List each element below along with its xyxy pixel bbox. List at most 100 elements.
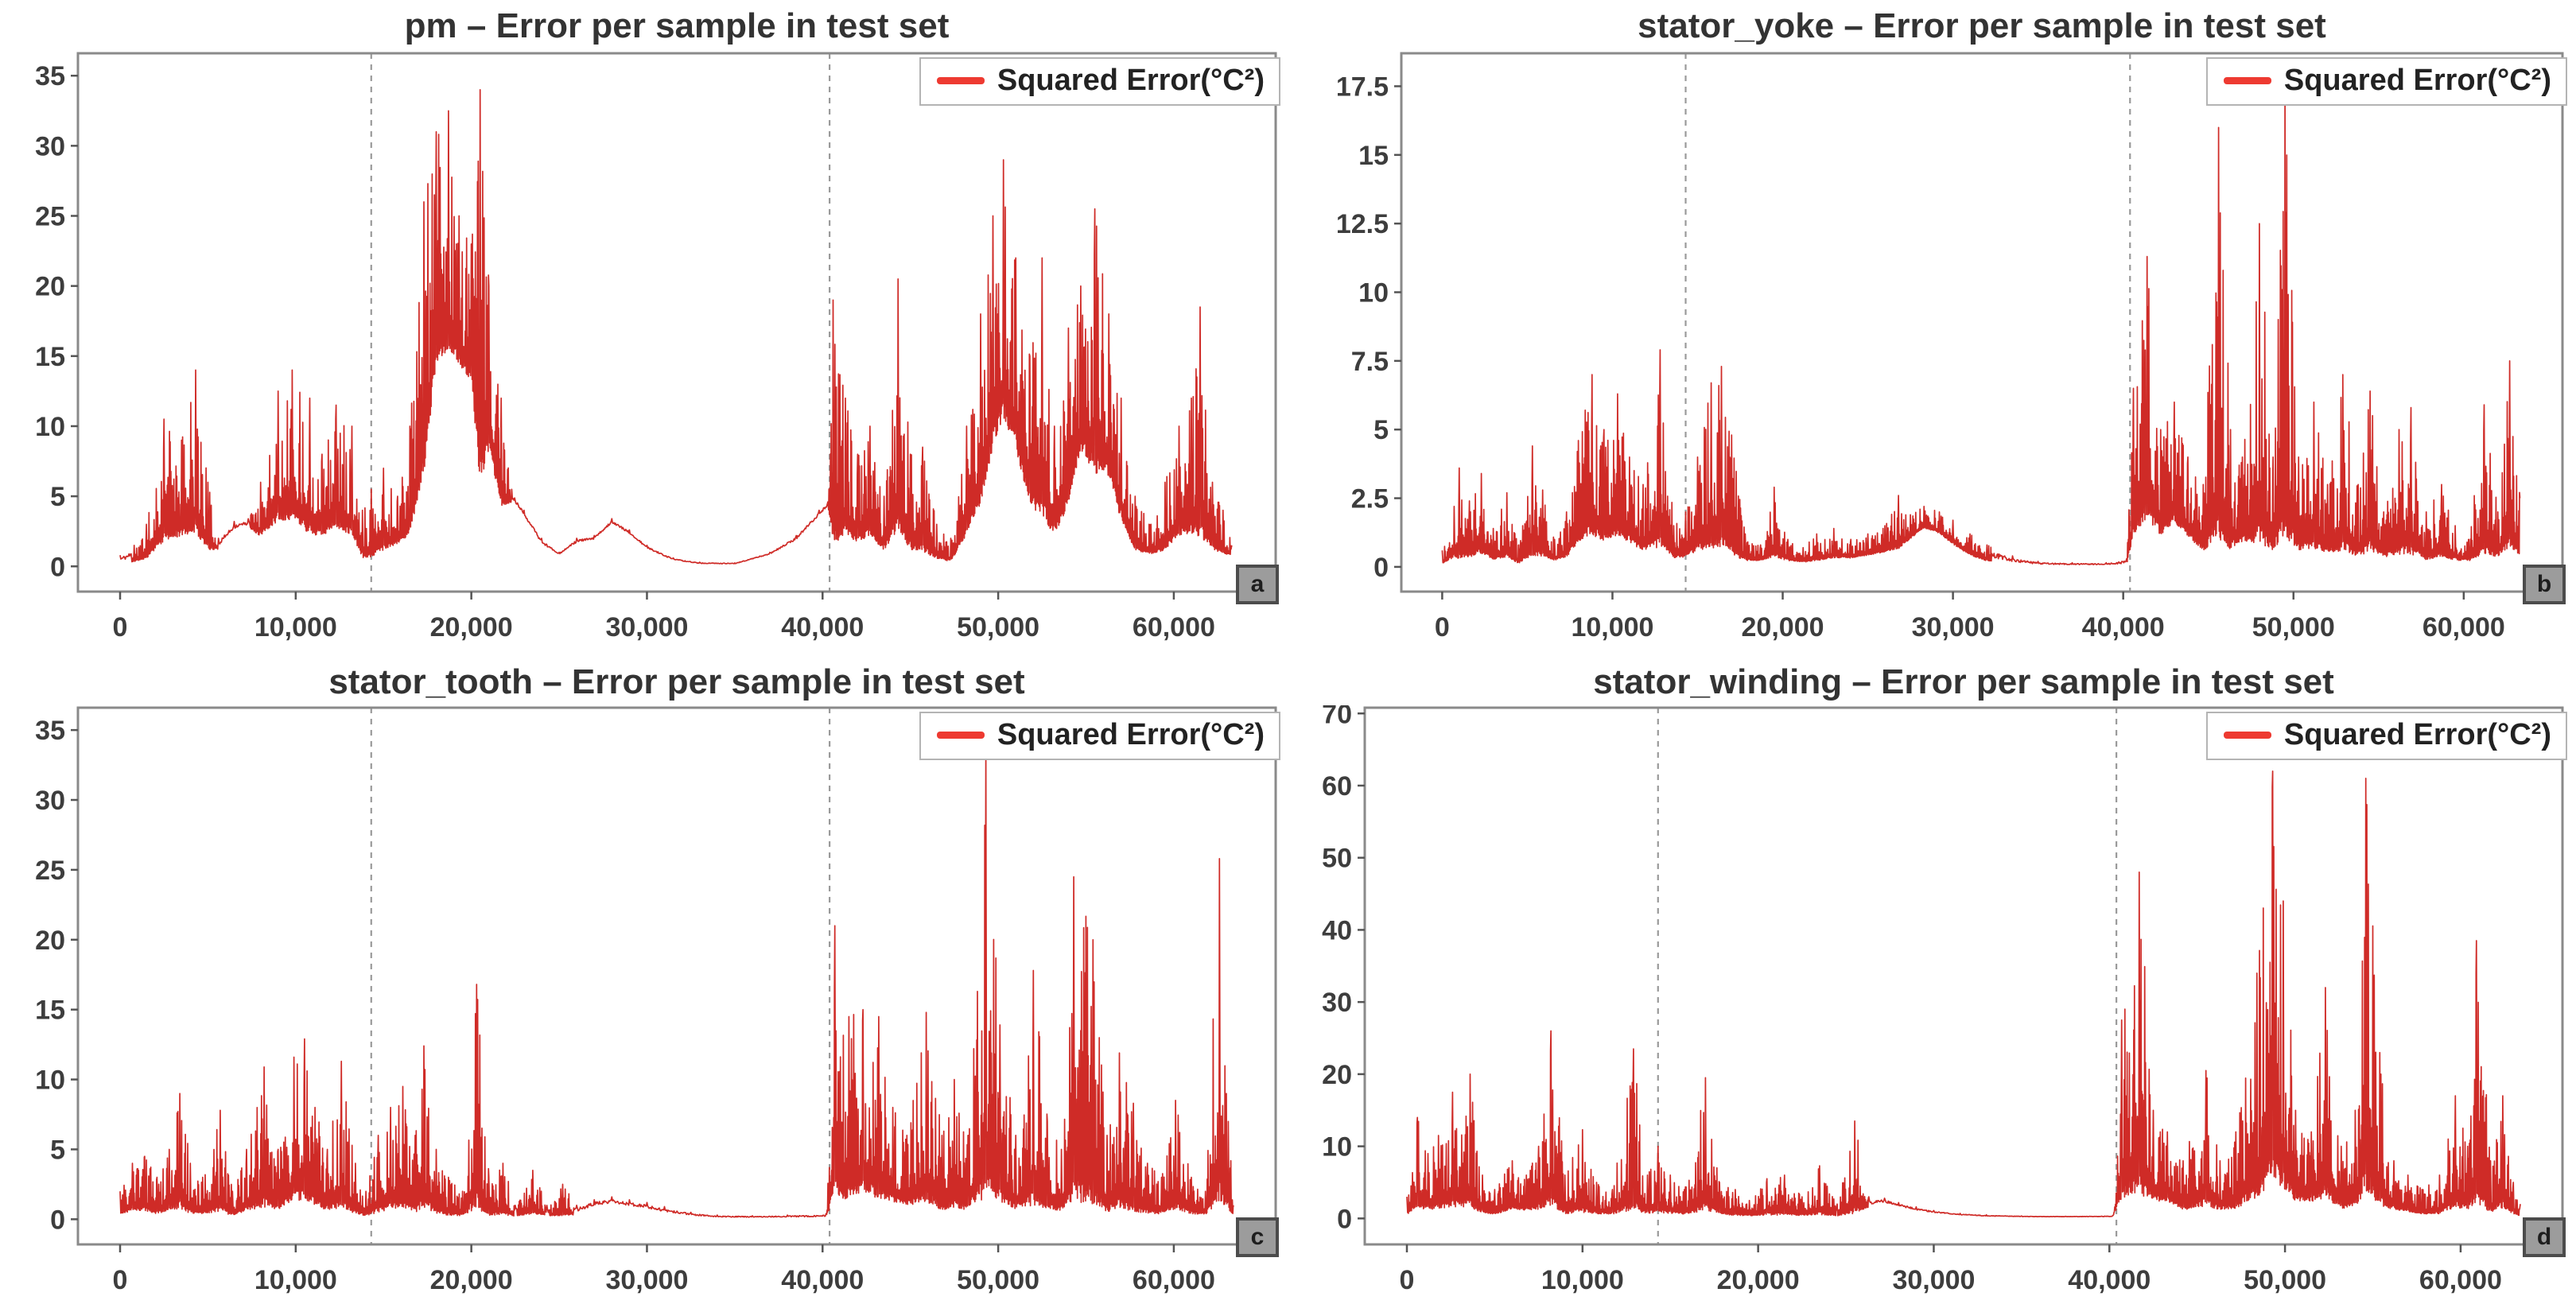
panel-badge-b: b	[2523, 565, 2566, 604]
x-tick-label: 50,000	[2244, 1265, 2326, 1295]
x-tick-label: 30,000	[605, 1265, 688, 1295]
x-tick-label: 0	[1435, 612, 1450, 642]
x-tick-label: 10,000	[254, 612, 337, 642]
chart-stator-tooth: stator_tooth – Error per sample in test …	[0, 659, 1287, 1312]
y-tick-label: 10	[35, 412, 65, 442]
y-tick-label: 35	[35, 716, 65, 746]
y-tick-label: 17.5	[1336, 72, 1389, 102]
squared-error-series-line	[1406, 770, 2521, 1218]
x-tick-label: 40,000	[2082, 612, 2165, 642]
x-tick-label: 60,000	[2419, 1265, 2502, 1295]
legend-pm: Squared Error(°C²)	[919, 57, 1280, 106]
y-tick-label: 2.5	[1351, 484, 1389, 514]
squared-error-series-line	[119, 88, 1233, 565]
x-tick-label: 0	[1400, 1265, 1415, 1295]
x-tick-label: 60,000	[1133, 1265, 1215, 1295]
x-tick-label: 10,000	[254, 1265, 337, 1295]
chart-pm: pm – Error per sample in test set 0 5 10 15…	[0, 2, 1287, 659]
y-tick-label: 30	[35, 786, 65, 816]
legend-label: Squared Error(°C²)	[997, 718, 1265, 751]
legend-stator-winding: Squared Error(°C²)	[2205, 712, 2567, 760]
x-tick-label: 20,000	[430, 612, 513, 642]
y-tick-label: 30	[1322, 988, 1352, 1018]
chart-stator-yoke: stator_yoke – Error per sample in test s…	[1287, 2, 2574, 659]
x-tick-label: 50,000	[2252, 612, 2335, 642]
legend-line-swatch	[936, 77, 985, 84]
y-tick-label: 30	[35, 131, 65, 161]
x-tick-label: 50,000	[957, 1265, 1039, 1295]
y-tick-label: 5	[1373, 415, 1389, 445]
y-tick-label: 12.5	[1336, 209, 1389, 239]
y-tick-label: 0	[50, 552, 65, 582]
plot-area-pm: 0 5 10 15 20 25 30 35 0 10,000 20,000 30,000 40,000 5…	[0, 51, 1287, 654]
x-tick-label: 40,000	[2068, 1265, 2151, 1295]
x-tick-label: 10,000	[1541, 1265, 1624, 1295]
plot-area-stator-tooth: 0 5 10 15 20 25 30 35 0 10,000 20,000 30,000 40,000 5…	[0, 705, 1287, 1306]
x-tick-label: 10,000	[1571, 612, 1653, 642]
panel-badge-a: a	[1236, 565, 1279, 604]
y-tick-label: 0	[1337, 1204, 1352, 1234]
stator-yoke-plot-canvas: 0 2.5 5 7.5 10 12.5 15 17.5 0 10,000 20,000 30,000 4…	[1336, 52, 2564, 642]
x-tick-label: 60,000	[1133, 612, 1215, 642]
y-tick-label: 40	[1322, 915, 1352, 945]
y-tick-label: 0	[50, 1205, 65, 1235]
y-tick-label: 10	[1358, 278, 1389, 309]
legend-stator-yoke: Squared Error(°C²)	[2205, 57, 2567, 106]
legend-line-swatch	[2223, 732, 2271, 739]
x-tick-label: 40,000	[781, 1265, 864, 1295]
x-tick-label: 20,000	[1742, 612, 1824, 642]
chart-title-stator-winding: stator_winding – Error per sample in tes…	[1593, 662, 2334, 701]
x-tick-label: 20,000	[1717, 1265, 1800, 1295]
stator-winding-plot-canvas: 0 10 20 30 40 50 60 70 0 10,000 20,000 30,000 40,000…	[1322, 705, 2564, 1295]
x-tick-label: 20,000	[430, 1265, 513, 1295]
legend-label: Squared Error(°C²)	[2283, 718, 2551, 751]
squared-error-series-line	[1441, 85, 2521, 565]
panel-badge-c: c	[1236, 1217, 1279, 1257]
x-tick-label: 30,000	[1892, 1265, 1975, 1295]
y-tick-label: 10	[35, 1066, 65, 1096]
y-tick-label: 15	[35, 342, 65, 372]
x-tick-label: 30,000	[605, 612, 688, 642]
axes-frame	[1363, 706, 2564, 1246]
y-tick-label: 15	[35, 996, 65, 1026]
axes-frame	[76, 52, 1277, 593]
chart-title-stator-tooth: stator_tooth – Error per sample in test …	[328, 662, 1025, 701]
y-tick-label: 60	[1322, 771, 1352, 802]
y-tick-label: 20	[35, 272, 65, 302]
panel-badge-d: d	[2523, 1217, 2566, 1257]
x-tick-label: 50,000	[957, 612, 1039, 642]
legend-line-swatch	[2223, 77, 2271, 84]
plot-area-stator-yoke: 0 2.5 5 7.5 10 12.5 15 17.5 0 10,000 20,000 30,000 4…	[1287, 51, 2574, 654]
y-tick-label: 25	[35, 856, 65, 886]
y-tick-label: 15	[1358, 141, 1389, 171]
legend-line-swatch	[936, 732, 985, 739]
squared-error-series-line	[119, 750, 1234, 1218]
legend-label: Squared Error(°C²)	[2283, 64, 2551, 97]
x-tick-label: 30,000	[1912, 612, 1995, 642]
pm-plot-canvas: 0 5 10 15 20 25 30 35 0 10,000 20,000 30,000 40,000 5…	[35, 52, 1277, 642]
x-tick-label: 0	[113, 1265, 128, 1295]
plot-area-stator-winding: 0 10 20 30 40 50 60 70 0 10,000 20,000 30,000 40,000…	[1287, 705, 2574, 1306]
y-tick-label: 35	[35, 61, 65, 91]
x-tick-label: 40,000	[781, 612, 864, 642]
x-tick-label: 60,000	[2423, 612, 2505, 642]
y-tick-label: 7.5	[1351, 347, 1389, 377]
y-tick-label: 20	[35, 926, 65, 956]
y-tick-label: 0	[1373, 553, 1389, 583]
stator-tooth-plot-canvas: 0 5 10 15 20 25 30 35 0 10,000 20,000 30,000 40,000 5…	[35, 706, 1277, 1295]
y-tick-label: 70	[1322, 705, 1352, 729]
y-tick-label: 20	[1322, 1060, 1352, 1090]
chart-title-stator-yoke: stator_yoke – Error per sample in test s…	[1638, 6, 2326, 45]
chart-stator-winding: stator_winding – Error per sample in tes…	[1287, 659, 2574, 1312]
axes-frame	[76, 706, 1277, 1246]
axes-frame	[1400, 52, 2564, 593]
y-tick-label: 5	[50, 1135, 65, 1165]
y-tick-label: 10	[1322, 1132, 1352, 1163]
x-tick-label: 0	[113, 612, 128, 642]
legend-label: Squared Error(°C²)	[997, 64, 1265, 97]
chart-title-pm: pm – Error per sample in test set	[404, 6, 950, 45]
legend-stator-tooth: Squared Error(°C²)	[919, 712, 1280, 760]
y-tick-label: 25	[35, 202, 65, 232]
y-tick-label: 5	[50, 482, 65, 512]
